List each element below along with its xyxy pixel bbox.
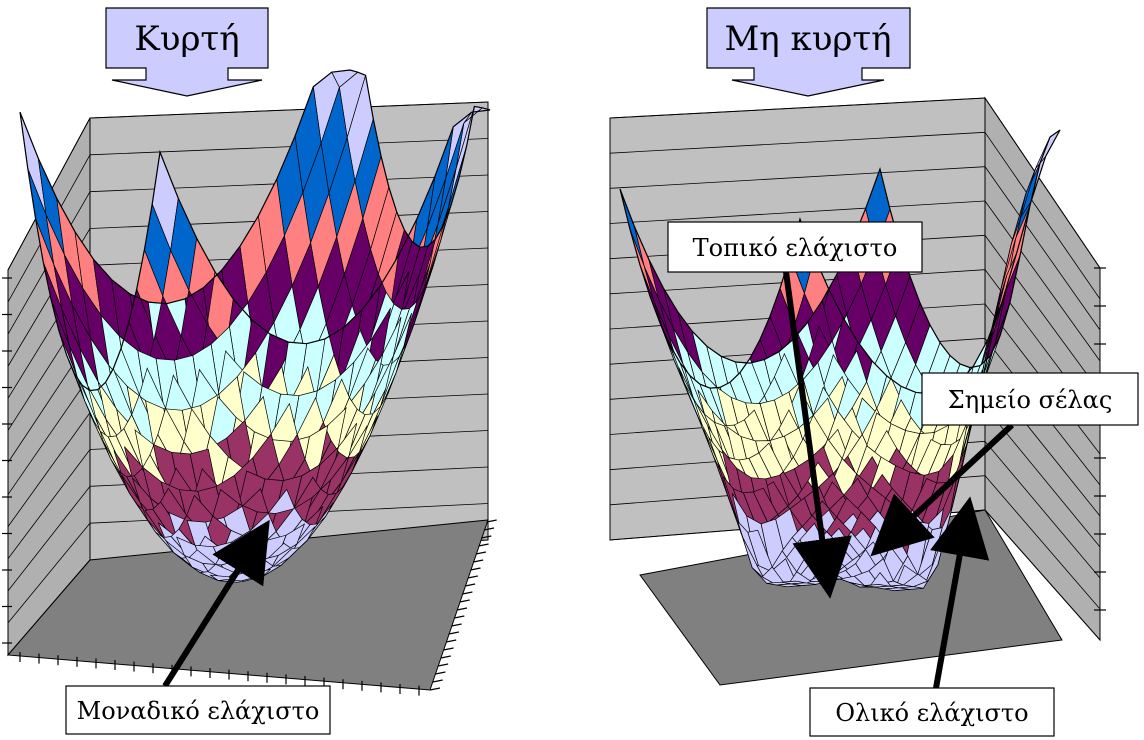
left-y-tick <box>470 567 481 571</box>
local-minimum-box <box>667 221 923 273</box>
unique-minimum-box <box>65 685 331 735</box>
left-y-tick <box>454 615 465 619</box>
right-back-gridline <box>609 97 986 119</box>
right-side-gridline <box>984 166 1101 331</box>
left-back-gridline <box>89 138 489 156</box>
left-y-tick <box>473 559 484 563</box>
left-y-tick <box>483 527 495 531</box>
left-convex-panel: Κυρτή Μοναδικό ελάχιστο <box>2 7 497 735</box>
left-y-tick <box>451 623 462 627</box>
right-side-gridline <box>984 235 1101 393</box>
left-side-gridline <box>7 412 91 527</box>
right-nonconvex-panel: Μη κυρτή Τοπικό ελάχιστο Σημείο σέλας Ολ… <box>609 7 1139 737</box>
left-back-gridline <box>89 101 489 119</box>
right-side-gridline <box>984 200 1101 362</box>
left-title-callout: Κυρτή <box>105 7 269 97</box>
global-minimum-label: Ολικό ελάχιστο <box>835 699 1028 727</box>
left-title: Κυρτή <box>134 19 239 59</box>
right-side-gridline <box>984 475 1101 610</box>
global-minimum-callout: Ολικό ελάχιστο <box>809 687 1055 737</box>
saddle-point-box <box>921 372 1139 426</box>
left-y-tick <box>443 647 454 651</box>
left-surface-outline <box>19 69 491 392</box>
local-minimum-arrow <box>783 271 852 599</box>
right-side-gridline <box>984 132 1101 300</box>
right-back-gridline <box>609 200 986 224</box>
left-y-tick <box>462 591 473 595</box>
saddle-point-arrow <box>870 422 1015 557</box>
global-minimum-box <box>809 687 1055 737</box>
left-floor <box>6 519 489 691</box>
left-y-tick <box>456 607 468 611</box>
left-title-arrow-box <box>105 7 269 97</box>
left-side-gridline <box>7 375 91 495</box>
right-title-callout: Μη κυρτή <box>706 7 911 97</box>
left-axis-ticks <box>2 277 497 696</box>
left-side-gridline <box>7 449 91 559</box>
saddle-point-callout: Σημείο σέλας <box>921 372 1139 426</box>
left-y-tick <box>486 519 497 523</box>
local-minimum-label: Τοπικό ελάχιστο <box>693 234 898 262</box>
local-minimum-callout: Τοπικό ελάχιστο <box>667 221 923 273</box>
left-y-tick <box>481 535 492 539</box>
left-y-tick <box>432 679 443 683</box>
unique-minimum-callout: Μοναδικό ελάχιστο <box>65 685 331 735</box>
right-side-gridline <box>984 441 1101 579</box>
left-y-tick <box>478 543 489 547</box>
right-side-gridline <box>984 509 1101 641</box>
right-title: Μη κυρτή <box>724 19 891 59</box>
left-y-tick <box>467 575 478 579</box>
left-y-tick <box>446 639 457 643</box>
right-side-gridline <box>984 97 1101 269</box>
left-y-tick <box>435 671 446 675</box>
saddle-point-label: Σημείο σέλας <box>948 386 1113 414</box>
left-y-tick <box>459 599 470 603</box>
left-y-tick <box>440 655 451 659</box>
unique-minimum-arrow <box>162 519 270 688</box>
left-y-tick <box>437 663 449 667</box>
left-y-tick <box>475 551 487 555</box>
right-back-gridline <box>609 131 986 154</box>
right-back-gridline <box>609 166 986 189</box>
global-minimum-arrow <box>930 496 990 689</box>
left-side-gridline <box>7 486 91 592</box>
unique-minimum-label: Μοναδικό ελάχιστο <box>77 697 320 725</box>
left-y-tick <box>429 687 441 691</box>
left-y-tick <box>464 583 476 587</box>
left-side-gridline <box>7 522 91 624</box>
right-surface-facet <box>884 587 909 591</box>
right-title-arrow-box <box>706 7 911 97</box>
left-y-tick <box>448 631 460 635</box>
